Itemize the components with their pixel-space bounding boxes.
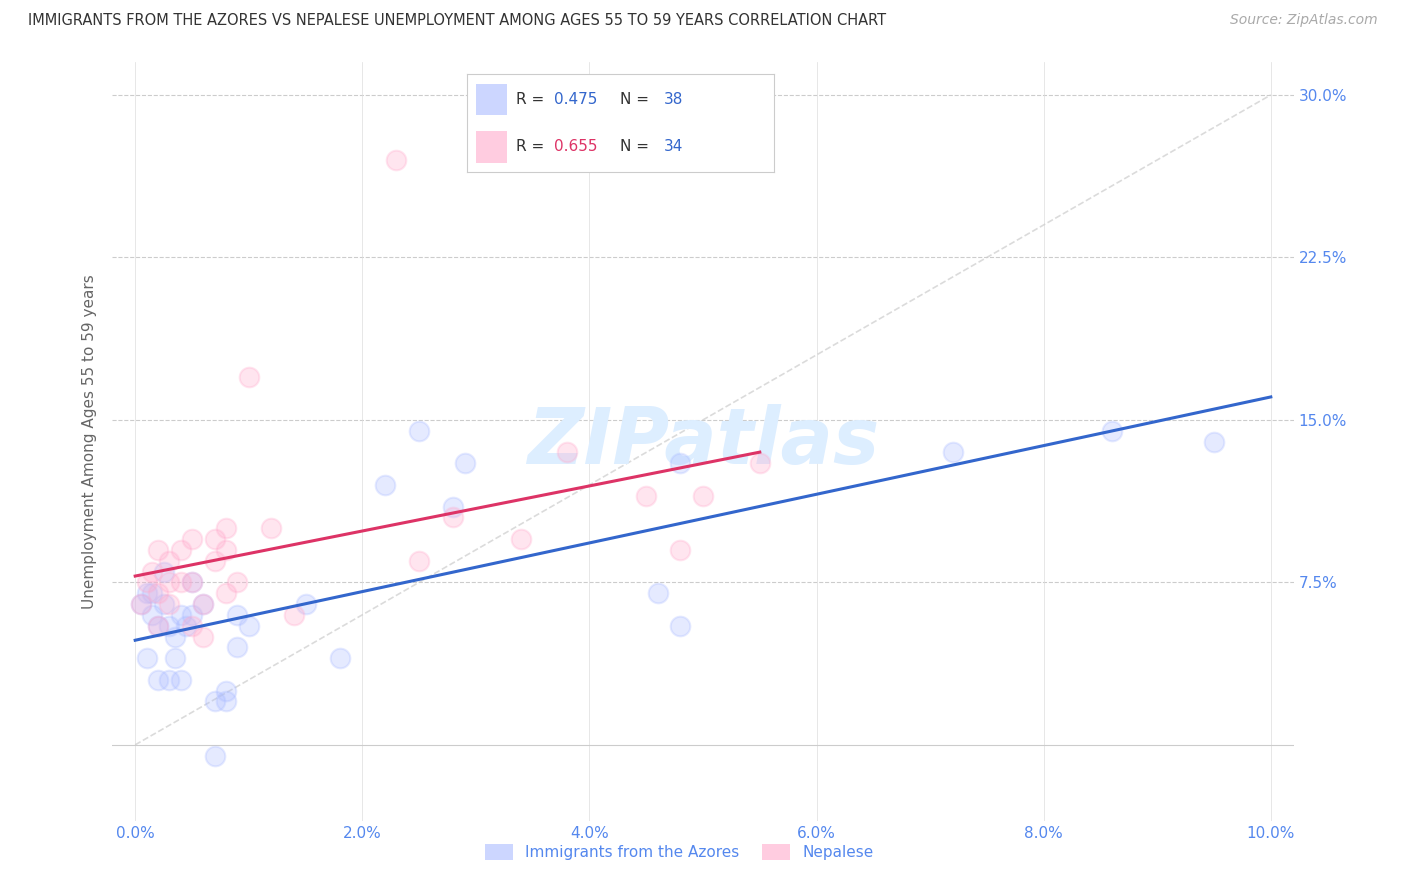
Point bbox=[193, 597, 215, 611]
Point bbox=[215, 521, 238, 535]
Point bbox=[129, 597, 152, 611]
Point bbox=[441, 500, 464, 514]
Point bbox=[1202, 434, 1225, 449]
Point bbox=[238, 369, 260, 384]
Y-axis label: Unemployment Among Ages 55 to 59 years: Unemployment Among Ages 55 to 59 years bbox=[82, 274, 97, 609]
Point bbox=[215, 542, 238, 557]
Point bbox=[1101, 424, 1123, 438]
Point bbox=[135, 586, 157, 600]
Point bbox=[385, 153, 408, 167]
Point bbox=[555, 445, 578, 459]
Point bbox=[129, 597, 152, 611]
Point bbox=[453, 456, 475, 470]
Point bbox=[157, 618, 180, 632]
Point bbox=[169, 673, 191, 687]
Text: IMMIGRANTS FROM THE AZORES VS NEPALESE UNEMPLOYMENT AMONG AGES 55 TO 59 YEARS CO: IMMIGRANTS FROM THE AZORES VS NEPALESE U… bbox=[28, 13, 886, 29]
Point bbox=[146, 586, 169, 600]
Point bbox=[204, 694, 226, 708]
Point bbox=[374, 478, 396, 492]
Point bbox=[226, 575, 249, 590]
Point bbox=[181, 607, 204, 622]
Point bbox=[181, 618, 204, 632]
Point bbox=[204, 554, 226, 568]
Point bbox=[181, 575, 204, 590]
Point bbox=[141, 565, 163, 579]
Point bbox=[157, 597, 180, 611]
Point bbox=[152, 597, 174, 611]
Text: ZIPatlas: ZIPatlas bbox=[527, 403, 879, 480]
Point bbox=[942, 445, 965, 459]
Point bbox=[157, 575, 180, 590]
Point bbox=[669, 618, 692, 632]
Point bbox=[748, 456, 770, 470]
Text: Source: ZipAtlas.com: Source: ZipAtlas.com bbox=[1230, 13, 1378, 28]
Point bbox=[163, 630, 186, 644]
Point bbox=[669, 456, 692, 470]
Point bbox=[152, 565, 174, 579]
Legend: Immigrants from the Azores, Nepalese: Immigrants from the Azores, Nepalese bbox=[479, 838, 879, 866]
Point bbox=[441, 510, 464, 524]
Point bbox=[193, 597, 215, 611]
Point bbox=[157, 673, 180, 687]
Point bbox=[204, 532, 226, 546]
Point bbox=[408, 554, 430, 568]
Point bbox=[215, 694, 238, 708]
Point bbox=[510, 532, 533, 546]
Point bbox=[260, 521, 283, 535]
Point bbox=[141, 607, 163, 622]
Point bbox=[146, 542, 169, 557]
Point bbox=[204, 748, 226, 763]
Point bbox=[636, 489, 658, 503]
Point bbox=[146, 618, 169, 632]
Point bbox=[163, 651, 186, 665]
Point bbox=[169, 542, 191, 557]
Point bbox=[226, 607, 249, 622]
Point bbox=[408, 424, 430, 438]
Point bbox=[146, 673, 169, 687]
Point bbox=[141, 586, 163, 600]
Point bbox=[283, 607, 305, 622]
Point bbox=[135, 575, 157, 590]
Point bbox=[181, 532, 204, 546]
Point bbox=[169, 607, 191, 622]
Point bbox=[226, 640, 249, 655]
Point bbox=[193, 630, 215, 644]
Point bbox=[669, 542, 692, 557]
Point bbox=[169, 575, 191, 590]
Point bbox=[215, 586, 238, 600]
Point bbox=[692, 489, 714, 503]
Point bbox=[647, 586, 669, 600]
Point bbox=[181, 575, 204, 590]
Point bbox=[135, 651, 157, 665]
Point bbox=[329, 651, 352, 665]
Point bbox=[294, 597, 316, 611]
Point bbox=[238, 618, 260, 632]
Point bbox=[174, 618, 197, 632]
Point bbox=[157, 554, 180, 568]
Point bbox=[215, 683, 238, 698]
Point bbox=[146, 618, 169, 632]
